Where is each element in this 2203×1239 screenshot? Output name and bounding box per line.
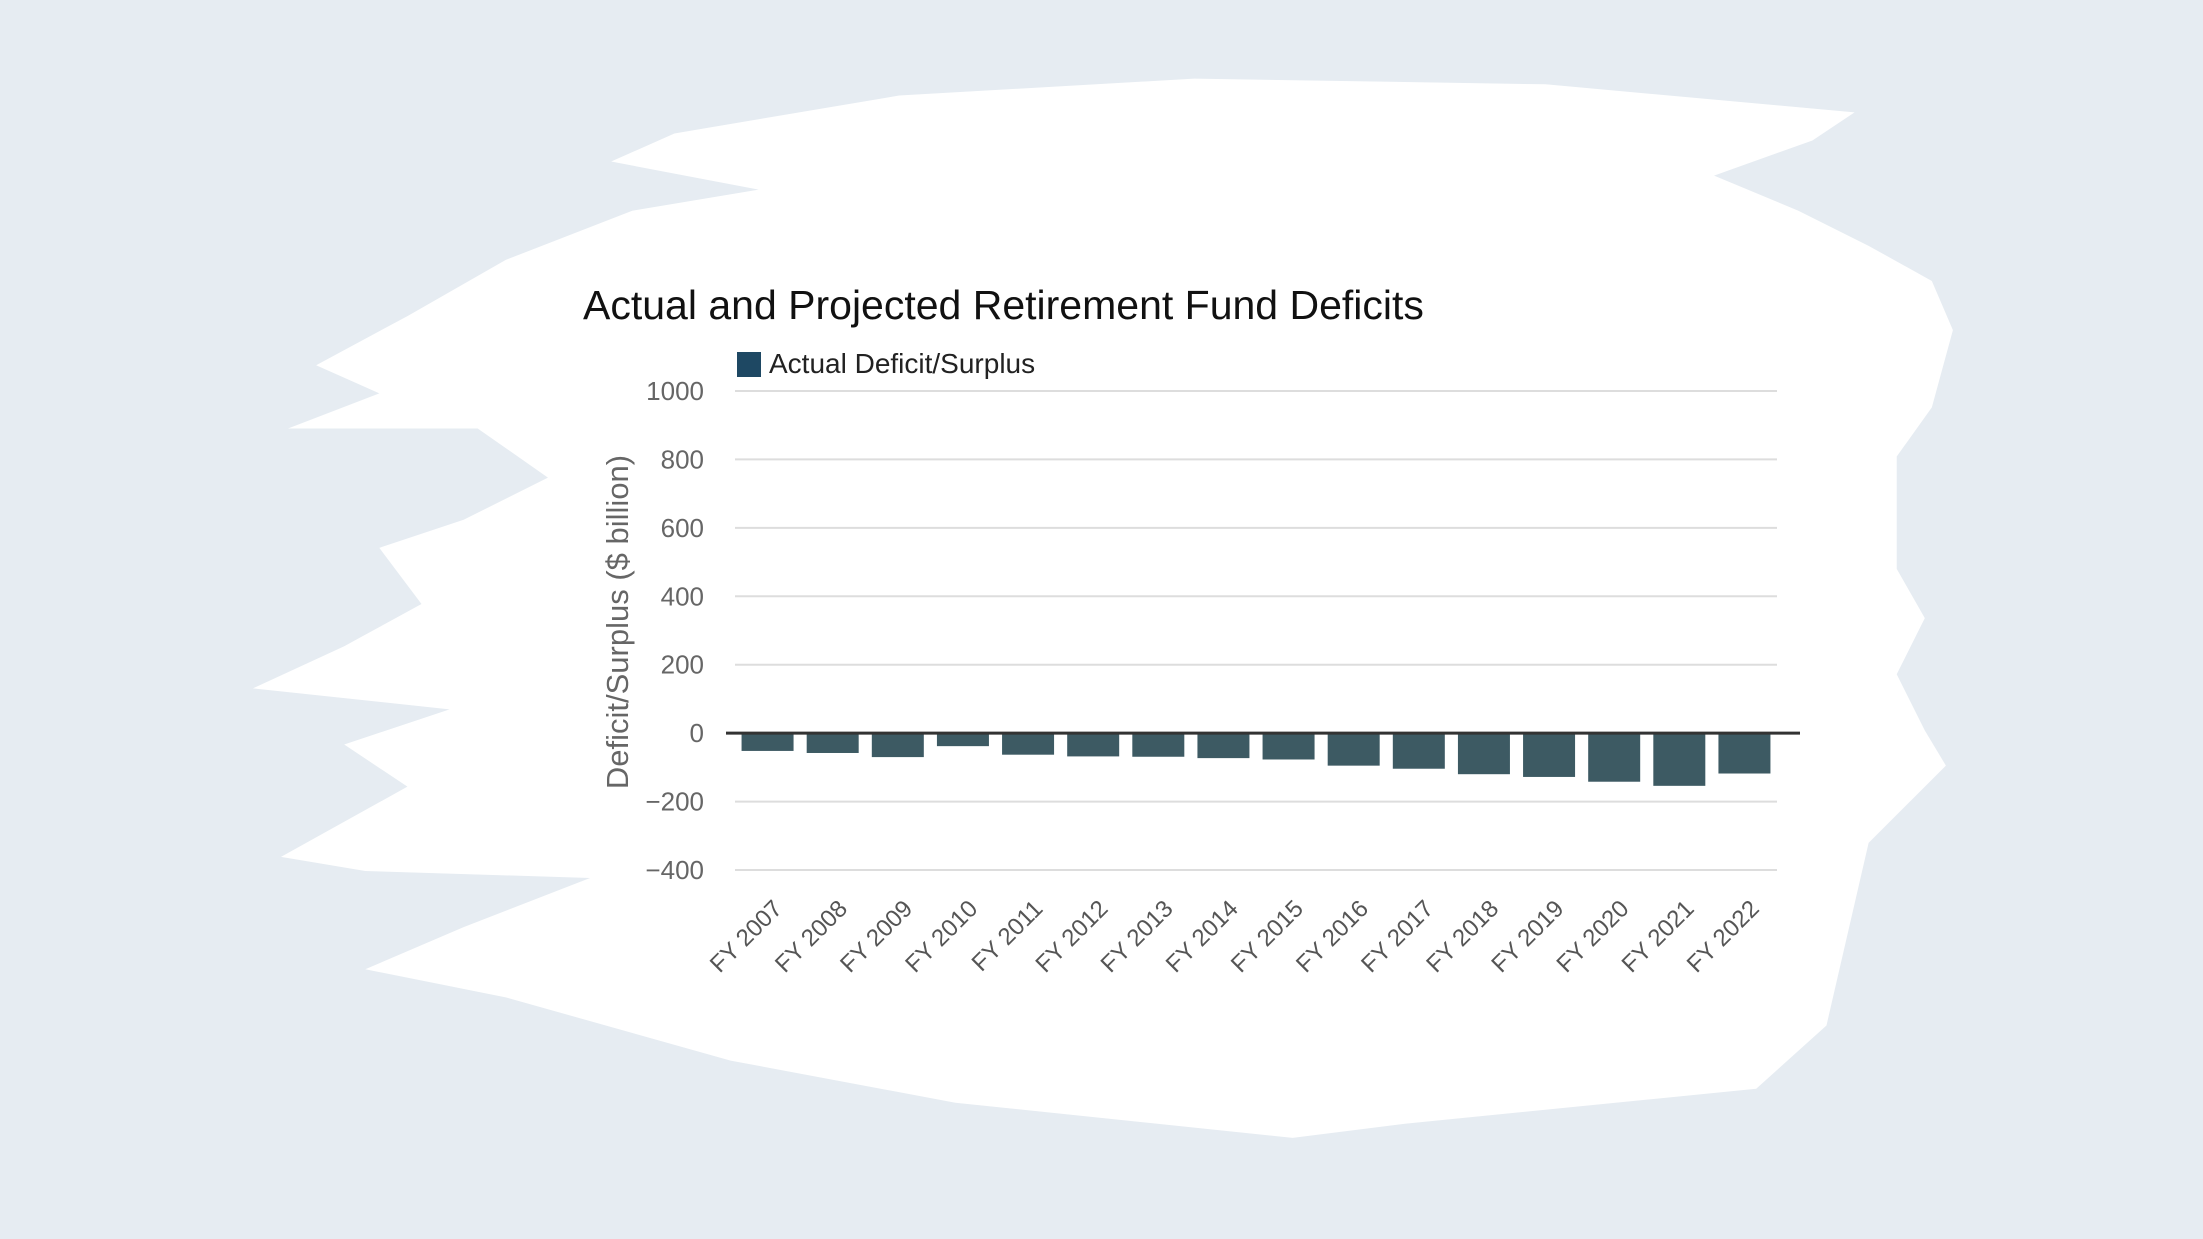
bar [1392, 733, 1445, 769]
y-tick-label: 800 [661, 444, 704, 474]
bar [1067, 733, 1120, 757]
bar [1718, 733, 1771, 774]
bar [1197, 733, 1250, 759]
x-tick-label: FY 2010 [900, 895, 983, 978]
legend-swatch [737, 351, 761, 377]
bar [1588, 733, 1641, 782]
y-tick-label: 600 [661, 513, 704, 543]
x-tick-label: FY 2022 [1682, 895, 1765, 978]
legend: Actual Deficit/Surplus [737, 348, 1035, 380]
legend-label: Actual Deficit/Surplus [769, 348, 1036, 379]
bar [1262, 733, 1315, 760]
y-tick-label: 0 [690, 718, 704, 748]
bar [936, 733, 989, 747]
y-tick-label: −400 [645, 855, 704, 885]
bar [741, 733, 794, 751]
y-tick-label: −200 [645, 787, 704, 817]
bar [1457, 733, 1510, 775]
bar [1523, 733, 1576, 777]
y-axis-label: Deficit/Surplus ($ billion) [600, 455, 635, 789]
bar [1327, 733, 1380, 766]
bar [806, 733, 859, 753]
y-tick-label: 1000 [646, 376, 704, 406]
bar [1653, 733, 1706, 786]
chart-title: Actual and Projected Retirement Fund Def… [583, 282, 1424, 328]
y-tick-label: 400 [661, 581, 704, 611]
bar [871, 733, 924, 758]
y-tick-label: 200 [661, 650, 704, 680]
bar [1002, 733, 1055, 755]
bar [1132, 733, 1185, 757]
